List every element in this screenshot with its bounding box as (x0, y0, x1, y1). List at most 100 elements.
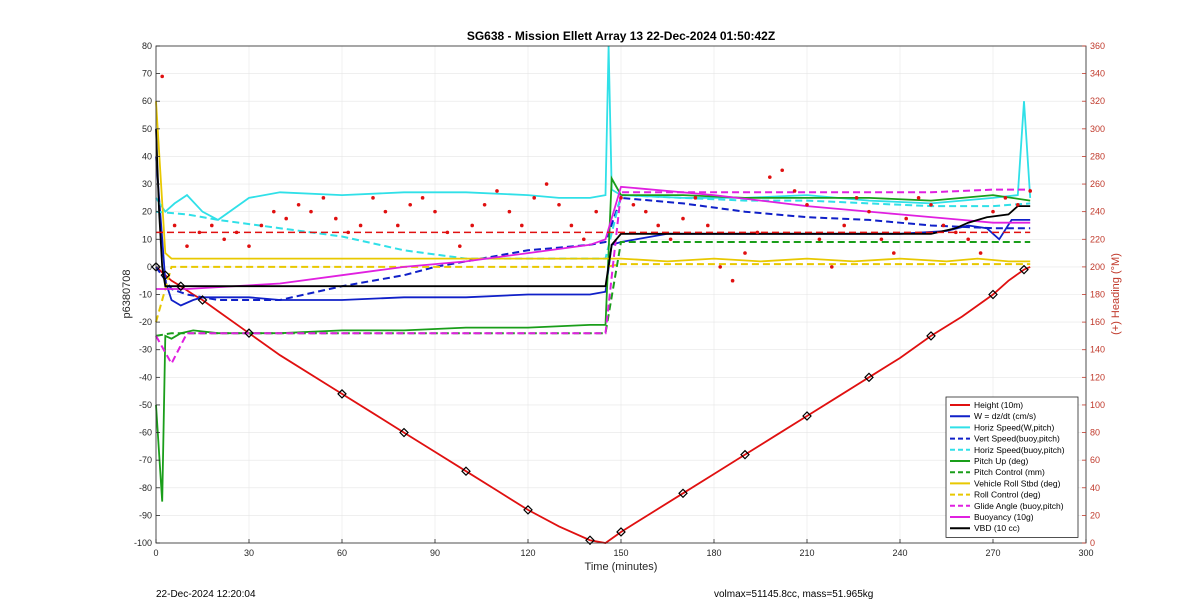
legend-box (945, 396, 1079, 538)
legend-entry: VBD (10 cc) (974, 523, 1020, 533)
heading-point (916, 196, 921, 200)
footer-timestamp: 22-Dec-2024 12:20:04 (156, 589, 256, 600)
heading-point (929, 202, 933, 207)
series-line-roll-control-deg (155, 263, 1031, 323)
heading-point (358, 223, 363, 228)
x-tick-label: 300 (1078, 548, 1093, 558)
heading-point (954, 230, 958, 235)
legend-entry: Vert Speed(buoy,pitch) (974, 434, 1060, 444)
x-tick-label: 270 (985, 548, 1000, 558)
heading-point (284, 216, 289, 221)
height-marker (399, 427, 409, 438)
heading-point (792, 189, 797, 193)
y2-axis-ticks: 0 20 40 60 80 100 120 140 160 180 200 220 240 260 280 3… (1082, 41, 1105, 548)
x-tick-label: 210 (799, 548, 814, 558)
series-line-vehicle-roll-stbd-deg (155, 101, 1031, 263)
y-tick-label: 10 (142, 234, 152, 244)
heading-point (706, 223, 710, 228)
y-tick-label: -40 (139, 372, 152, 382)
heading-point (768, 175, 772, 179)
y-tick-label: -80 (139, 483, 152, 493)
x-tick-label: 0 (153, 548, 158, 558)
x-tick-label: 240 (892, 548, 907, 558)
legend-entry: Horiz Speed(W,pitch) (974, 422, 1054, 432)
chart-title: SG638 - Mission Ellett Array 13 22-Dec-2… (467, 29, 775, 43)
heading-point (941, 223, 946, 228)
y2-tick-label: 320 (1090, 96, 1105, 106)
series-line-vert-speed-buoy-pitch (155, 196, 1031, 301)
heading-point (557, 202, 561, 207)
legend: Height (10m)W = dz/dt (cm/s)Horiz Speed(… (945, 396, 1079, 538)
heading-point (1003, 196, 1008, 200)
heading-point (1016, 202, 1020, 207)
y-tick-label: -100 (134, 538, 152, 548)
heading-point (681, 216, 685, 221)
x-axis-label: Time (minutes) (585, 561, 658, 573)
heading-point (718, 265, 722, 269)
heading-point (656, 223, 660, 228)
height-marker (678, 488, 688, 499)
y2-tick-label: 240 (1090, 207, 1105, 217)
series-line-height-10m (155, 266, 1031, 544)
heading-point (730, 278, 735, 283)
heading-point (854, 196, 859, 200)
y-tick-label: -90 (139, 510, 152, 520)
heading-point (234, 230, 239, 235)
footer-volmax-mass: volmax=51145.8cc, mass=51.965kg (714, 589, 874, 600)
y-axis-ticks: -100-90-80-70-60-50-40-30-20-10010203040… (134, 41, 160, 548)
height-marker (160, 270, 171, 281)
heading-point (532, 196, 536, 200)
heading-point (272, 209, 276, 214)
legend-entry: Glide Angle (buoy,pitch) (974, 501, 1064, 511)
y-tick-label: 80 (142, 41, 152, 51)
y2-tick-label: 300 (1090, 124, 1105, 134)
y2-tick-label: 220 (1090, 234, 1105, 244)
y-tick-label: 0 (147, 262, 152, 272)
height-marker (244, 328, 254, 339)
height-marker (197, 295, 208, 305)
y2-tick-label: 160 (1090, 317, 1105, 327)
y2-axis-label: (+) Heading (°M) (1110, 253, 1122, 335)
heading-point (693, 196, 698, 200)
y-tick-label: 60 (142, 96, 152, 106)
heading-point (458, 244, 462, 248)
y2-tick-label: 80 (1090, 428, 1100, 438)
heading-point (520, 223, 524, 228)
height-marker (988, 289, 998, 300)
heading-point (569, 223, 574, 228)
y-tick-label: -70 (139, 455, 152, 465)
heading-point (433, 209, 437, 214)
height-marker (175, 281, 186, 292)
heading-point (892, 251, 896, 255)
y2-tick-label: 140 (1090, 345, 1105, 355)
height-marker (1019, 264, 1029, 275)
heading-point (966, 237, 970, 242)
heading-point (482, 202, 487, 207)
x-axis-ticks: 0 30 60 90 120 150 180 210 240 270 300 (153, 539, 1094, 558)
legend-entry: Buoyancy (10g) (974, 512, 1034, 522)
height-marker (802, 411, 812, 421)
y-tick-label: -20 (139, 317, 152, 327)
height-marker (926, 331, 936, 341)
heading-point (445, 230, 450, 235)
heading-point (867, 209, 871, 214)
y-tick-label: 50 (142, 124, 152, 134)
series-line-glide-angle-buoy-pitch (155, 188, 1031, 366)
heading-point (185, 244, 189, 248)
y2-tick-label: 20 (1090, 510, 1100, 520)
y-tick-label: -60 (139, 428, 152, 438)
y2-tick-label: 100 (1090, 400, 1105, 410)
heading-point (495, 189, 499, 193)
x-tick-label: 60 (337, 548, 347, 558)
y2-tick-label: 280 (1090, 151, 1105, 161)
heading-point (755, 230, 760, 235)
heading-point (160, 74, 164, 79)
y-tick-label: 20 (142, 207, 152, 217)
heading-point (172, 223, 177, 228)
legend-entry: Height (10m) (974, 400, 1023, 410)
x-tick-label: 30 (244, 548, 254, 558)
x-tick-label: 120 (520, 548, 535, 558)
heading-point (978, 251, 983, 255)
y2-tick-label: 40 (1090, 483, 1100, 493)
